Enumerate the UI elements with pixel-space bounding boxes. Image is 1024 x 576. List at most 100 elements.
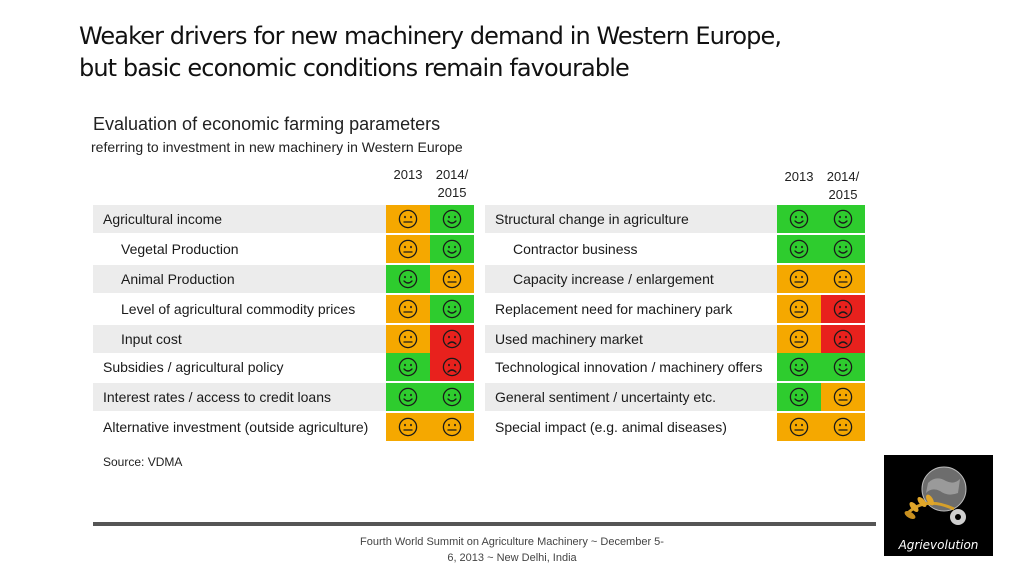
footer-line2: 6, 2013 ~ New Delhi, India — [447, 552, 577, 564]
left-parameter-row: Vegetal Production — [93, 235, 474, 263]
rating-2013-green — [386, 265, 430, 293]
right-year-2014: 2014/ 2015 — [821, 168, 865, 204]
rating-2014-green — [430, 383, 474, 411]
slide-title: Weaker drivers for new machinery demand … — [79, 20, 879, 84]
neutral-face-icon — [398, 239, 418, 259]
rating-2013-green — [777, 383, 821, 411]
left-parameter-row: Agricultural income — [93, 205, 474, 233]
rating-2014-green — [430, 295, 474, 323]
right-parameter-label: Replacement need for machinery park — [495, 301, 733, 317]
left-year-2014-line2: 2015 — [437, 185, 467, 200]
footer-divider — [93, 522, 876, 526]
right-parameter-label: Technological innovation / machinery off… — [495, 359, 763, 375]
right-parameter-row: Special impact (e.g. animal diseases) — [485, 413, 865, 441]
globe-wheat-gear-icon — [904, 466, 967, 525]
left-year-2014-line1: 2014/ — [435, 167, 469, 182]
rating-2014-orange — [821, 265, 865, 293]
left-parameter-label: Level of agricultural commodity prices — [121, 301, 356, 317]
happy-face-icon — [398, 269, 418, 289]
left-parameter-label: Alternative investment (outside agricult… — [103, 419, 369, 435]
rating-2013-orange — [386, 325, 430, 353]
slide-title-line2: but basic economic conditions remain fav… — [79, 54, 630, 82]
left-year-2014: 2014/ 2015 — [430, 166, 474, 202]
happy-face-icon — [789, 239, 809, 259]
happy-face-icon — [789, 209, 809, 229]
sad-face-icon — [442, 357, 462, 377]
neutral-face-icon — [833, 417, 853, 437]
right-parameter-label: Special impact (e.g. animal diseases) — [495, 419, 727, 435]
table-subheading: referring to investment in new machinery… — [91, 139, 463, 155]
neutral-face-icon — [398, 329, 418, 349]
happy-face-icon — [789, 387, 809, 407]
right-parameter-label: Structural change in agriculture — [495, 211, 689, 227]
happy-face-icon — [833, 209, 853, 229]
right-parameter-row: Contractor business — [485, 235, 865, 263]
slide-title-line1: Weaker drivers for new machinery demand … — [79, 22, 782, 50]
right-parameter-row: Structural change in agriculture — [485, 205, 865, 233]
sad-face-icon — [442, 329, 462, 349]
rating-2013-orange — [777, 295, 821, 323]
rating-2014-orange — [430, 265, 474, 293]
happy-face-icon — [442, 239, 462, 259]
rating-2013-orange — [777, 325, 821, 353]
rating-2013-orange — [777, 413, 821, 441]
rating-2014-orange — [821, 413, 865, 441]
happy-face-icon — [442, 387, 462, 407]
happy-face-icon — [442, 209, 462, 229]
right-parameter-row: General sentiment / uncertainty etc. — [485, 383, 865, 411]
rating-2014-green — [821, 235, 865, 263]
rating-2013-orange — [386, 205, 430, 233]
neutral-face-icon — [398, 209, 418, 229]
rating-2014-red — [430, 325, 474, 353]
happy-face-icon — [398, 387, 418, 407]
right-parameter-label: Contractor business — [513, 241, 638, 257]
rating-2014-green — [821, 205, 865, 233]
neutral-face-icon — [442, 269, 462, 289]
neutral-face-icon — [442, 417, 462, 437]
rating-2013-green — [777, 235, 821, 263]
neutral-face-icon — [833, 387, 853, 407]
sad-face-icon — [833, 299, 853, 319]
neutral-face-icon — [833, 269, 853, 289]
right-parameter-label: Used machinery market — [495, 331, 643, 347]
rating-2014-green — [430, 235, 474, 263]
neutral-face-icon — [789, 329, 809, 349]
footer-text: Fourth World Summit on Agriculture Machi… — [336, 534, 688, 566]
left-parameter-row: Alternative investment (outside agricult… — [93, 413, 474, 441]
neutral-face-icon — [789, 417, 809, 437]
right-year-2014-line2: 2015 — [828, 187, 858, 202]
left-parameter-row: Interest rates / access to credit loans — [93, 383, 474, 411]
right-parameter-row: Technological innovation / machinery off… — [485, 353, 865, 381]
rating-2013-green — [777, 353, 821, 381]
left-parameter-label: Animal Production — [121, 271, 235, 287]
happy-face-icon — [789, 357, 809, 377]
neutral-face-icon — [789, 269, 809, 289]
left-parameter-row: Animal Production — [93, 265, 474, 293]
rating-2014-orange — [430, 413, 474, 441]
agrievolution-logo: Agrievolution — [884, 455, 993, 556]
left-parameter-row: Input cost — [93, 325, 474, 353]
right-parameter-label: Capacity increase / enlargement — [513, 271, 714, 287]
left-year-2013: 2013 — [393, 167, 423, 182]
right-year-2013: 2013 — [784, 169, 814, 184]
left-parameter-label: Vegetal Production — [121, 241, 239, 257]
happy-face-icon — [833, 239, 853, 259]
right-year-2014-line1: 2014/ — [826, 169, 860, 184]
right-parameter-row: Capacity increase / enlargement — [485, 265, 865, 293]
left-parameter-row: Level of agricultural commodity prices — [93, 295, 474, 323]
left-parameter-label: Agricultural income — [103, 211, 223, 227]
left-parameter-label: Interest rates / access to credit loans — [103, 389, 331, 405]
neutral-face-icon — [398, 417, 418, 437]
rating-2013-green — [386, 383, 430, 411]
rating-2013-orange — [386, 295, 430, 323]
happy-face-icon — [833, 357, 853, 377]
table-heading: Evaluation of economic farming parameter… — [93, 114, 441, 134]
rating-2014-red — [430, 353, 474, 381]
rating-2014-orange — [821, 383, 865, 411]
happy-face-icon — [442, 299, 462, 319]
source-note: Source: VDMA — [103, 455, 183, 469]
logo-text: Agrievolution — [898, 538, 979, 552]
neutral-face-icon — [398, 299, 418, 319]
rating-2014-green — [821, 353, 865, 381]
left-parameter-row: Subsidies / agricultural policy — [93, 353, 474, 381]
